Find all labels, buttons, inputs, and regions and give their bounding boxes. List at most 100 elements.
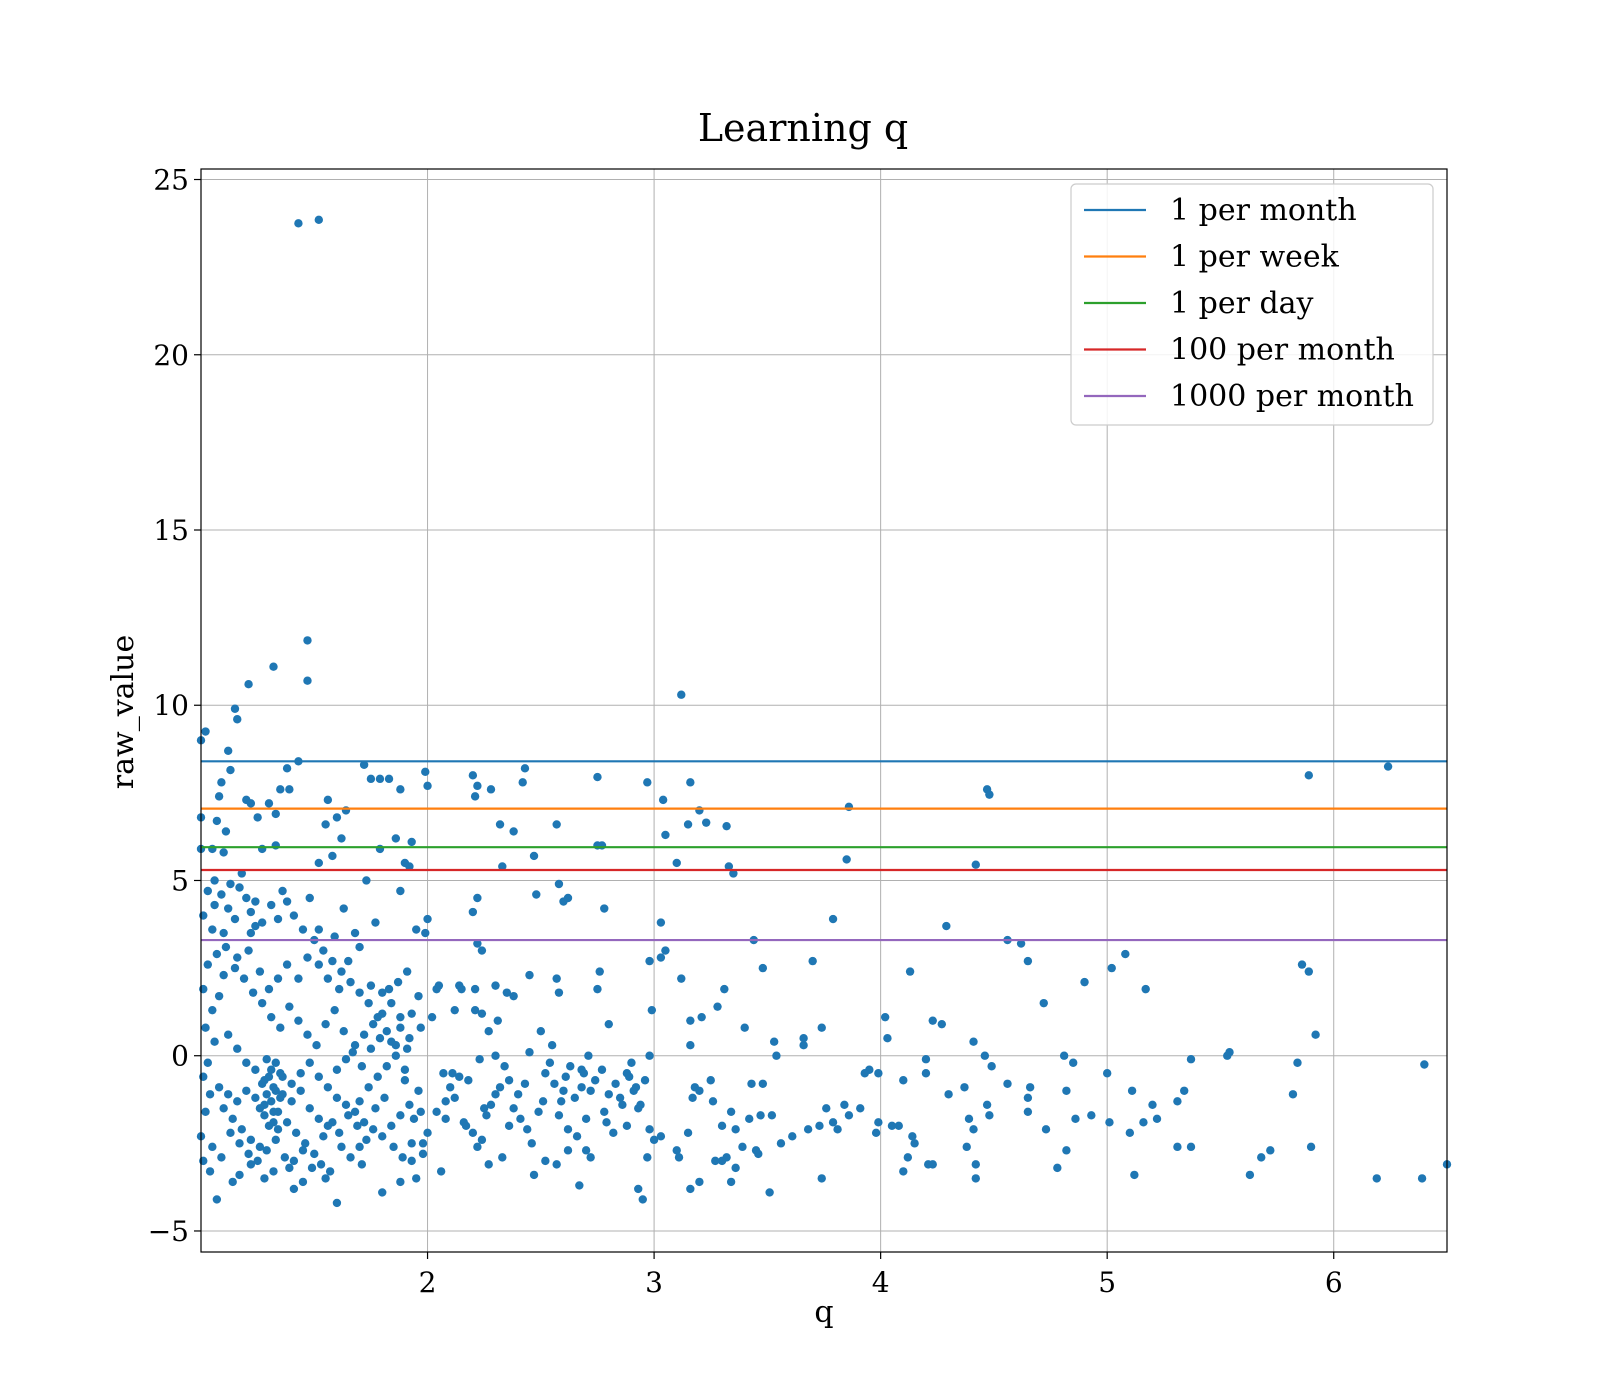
data-point <box>271 809 280 819</box>
data-point <box>706 1076 715 1085</box>
data-point <box>269 662 278 671</box>
data-point <box>593 772 602 782</box>
data-point <box>600 904 609 913</box>
data-point <box>729 869 738 878</box>
data-point <box>446 1083 455 1092</box>
legend-label: 1 per day <box>1170 286 1314 321</box>
data-point <box>1102 1069 1112 1078</box>
data-point <box>276 1093 285 1102</box>
data-point <box>350 1041 360 1050</box>
data-point <box>1297 960 1307 969</box>
data-point <box>477 1009 487 1018</box>
data-point <box>321 1174 330 1183</box>
scatter-points <box>196 215 1452 1208</box>
data-point <box>711 1156 720 1166</box>
data-point <box>289 1156 299 1166</box>
data-point <box>276 1069 285 1078</box>
data-point <box>640 1076 650 1085</box>
data-point <box>1139 1118 1148 1127</box>
data-point <box>253 1156 262 1166</box>
data-point <box>255 967 265 976</box>
data-point <box>273 974 283 983</box>
data-point <box>378 1188 387 1197</box>
data-point <box>477 1135 487 1145</box>
data-point <box>439 1069 448 1078</box>
data-point <box>1059 1051 1069 1060</box>
data-point <box>541 1069 550 1078</box>
data-point <box>600 1107 609 1117</box>
data-point <box>271 1135 280 1145</box>
data-point <box>803 1125 813 1134</box>
data-point <box>387 998 396 1008</box>
data-point <box>883 1034 892 1043</box>
data-point <box>495 820 505 829</box>
data-point <box>808 956 817 966</box>
data-point <box>350 1107 360 1117</box>
data-point <box>298 1146 308 1155</box>
data-point <box>282 897 292 906</box>
data-point <box>332 1093 342 1102</box>
data-point <box>547 1041 557 1050</box>
data-point <box>468 907 478 917</box>
data-point <box>223 1030 233 1039</box>
data-point <box>378 988 387 997</box>
data-point <box>1141 984 1150 994</box>
data-point <box>262 1090 271 1099</box>
data-point <box>400 858 410 868</box>
data-point <box>844 802 854 812</box>
data-point <box>701 818 711 827</box>
data-point <box>844 1111 854 1120</box>
data-point <box>260 1111 269 1120</box>
data-point <box>615 1093 625 1102</box>
data-point <box>357 1062 367 1071</box>
data-point <box>677 690 686 699</box>
data-point <box>1186 1055 1196 1064</box>
legend-label: 1 per week <box>1170 240 1340 275</box>
data-point <box>350 928 360 938</box>
data-point <box>233 1044 242 1053</box>
data-point <box>271 1058 280 1067</box>
data-point <box>339 1026 348 1036</box>
data-point <box>817 1174 826 1183</box>
data-point <box>815 1121 824 1131</box>
data-point <box>366 981 376 990</box>
data-point <box>747 1079 756 1088</box>
data-point <box>828 1118 838 1127</box>
y-tick-label: 10 <box>153 689 189 722</box>
data-point <box>280 1153 290 1162</box>
data-point <box>205 1090 215 1099</box>
data-point <box>534 1107 543 1117</box>
data-point <box>649 1135 659 1145</box>
data-point <box>402 1044 412 1053</box>
data-point <box>366 1044 376 1053</box>
data-point <box>208 1142 217 1152</box>
data-point <box>609 1128 618 1138</box>
data-point <box>233 953 242 962</box>
data-point <box>720 984 729 994</box>
data-point <box>584 1051 593 1060</box>
data-point <box>717 1156 727 1166</box>
data-point <box>1127 1086 1137 1095</box>
data-point <box>1025 1083 1035 1092</box>
data-point <box>473 893 482 903</box>
data-point <box>944 1090 953 1099</box>
data-point <box>441 1097 450 1106</box>
data-point <box>921 1055 931 1064</box>
x-tick-label: 2 <box>419 1266 437 1299</box>
y-tick-label: 15 <box>153 514 189 547</box>
data-point <box>1304 771 1314 780</box>
data-point <box>344 956 353 966</box>
data-point <box>683 820 693 829</box>
data-point <box>523 1125 532 1134</box>
data-point <box>513 1090 523 1099</box>
data-point <box>221 942 231 952</box>
data-point <box>260 1174 269 1183</box>
data-point <box>581 1114 591 1124</box>
data-point <box>398 1153 407 1162</box>
data-point <box>235 883 244 892</box>
x-tick-label: 5 <box>1098 1266 1116 1299</box>
data-point <box>593 841 602 850</box>
data-point <box>477 946 487 955</box>
data-point <box>310 1149 319 1159</box>
data-point <box>726 1107 736 1117</box>
